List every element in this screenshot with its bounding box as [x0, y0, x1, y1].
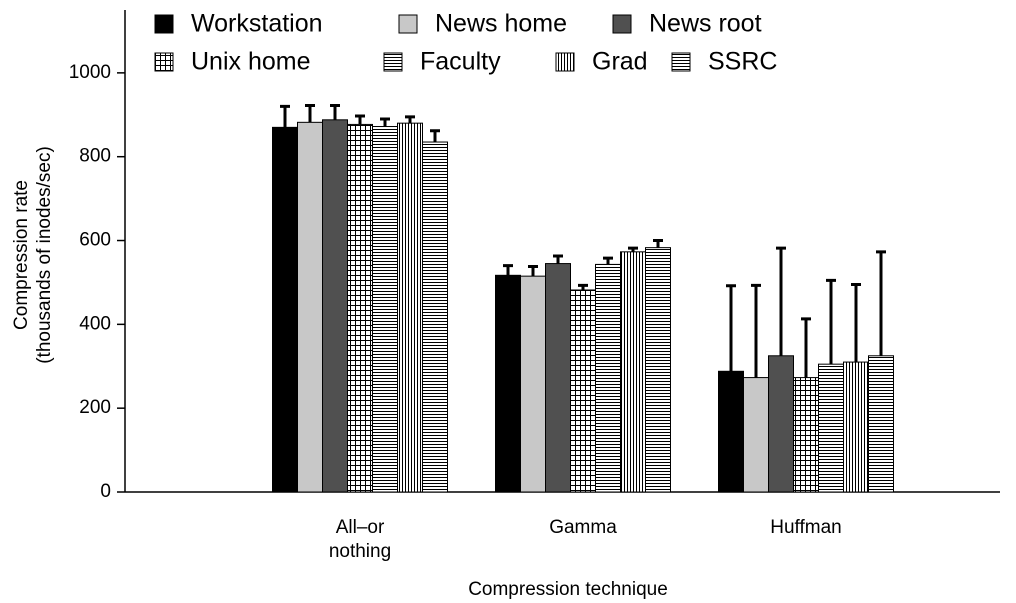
error-bar	[380, 117, 390, 127]
legend-label: News home	[435, 10, 567, 38]
bar	[818, 363, 844, 493]
y-tick-label: 200	[79, 397, 111, 418]
bar	[843, 361, 869, 493]
bar	[645, 247, 671, 493]
bar	[620, 251, 646, 493]
error-bar	[603, 256, 613, 265]
bar	[422, 141, 448, 493]
error-bar	[330, 104, 340, 120]
bar	[520, 275, 546, 493]
legend-label: Unix home	[191, 48, 311, 76]
error-bar	[776, 246, 786, 356]
error-bar	[405, 115, 415, 124]
bar	[347, 123, 373, 493]
legend-swatch	[154, 14, 174, 34]
bar	[570, 289, 596, 493]
error-bar	[553, 254, 563, 264]
bar	[595, 263, 621, 493]
x-axis-title: Compression technique	[468, 579, 668, 600]
bar	[297, 121, 323, 493]
y-tick-label: 400	[79, 313, 111, 334]
bar	[372, 126, 398, 493]
error-bar	[726, 284, 736, 372]
error-bar	[628, 246, 638, 252]
x-tick-label: All–or nothing	[328, 517, 392, 562]
bar	[793, 377, 819, 493]
legend-label: SSRC	[708, 48, 777, 76]
bar	[868, 355, 894, 493]
error-bar	[801, 317, 811, 378]
error-bar	[305, 104, 315, 123]
error-bar	[751, 283, 761, 378]
bar	[397, 122, 423, 493]
y-tick-label: 600	[79, 230, 111, 251]
bar	[743, 377, 769, 493]
legend-swatch	[612, 14, 632, 34]
x-tick-label: Gamma	[549, 517, 617, 538]
legend-label: Workstation	[191, 10, 323, 38]
x-tick-label: Huffman	[770, 517, 842, 538]
error-bar	[578, 283, 588, 290]
legend-swatch	[154, 52, 174, 72]
y-axis-title: Compression rate	[11, 180, 32, 330]
bar	[272, 126, 298, 493]
bar	[322, 119, 348, 493]
legend-swatch	[555, 52, 575, 72]
error-bar	[280, 104, 290, 128]
error-bar	[503, 264, 513, 276]
error-bar	[876, 250, 886, 356]
error-bar	[355, 114, 365, 125]
y-tick-label: 800	[79, 146, 111, 167]
error-bar	[528, 265, 538, 277]
legend-swatch	[671, 52, 691, 72]
y-axis-title: (thousands of inodes/sec)	[34, 146, 55, 364]
error-bar	[826, 278, 836, 365]
y-tick-label: 0	[100, 481, 111, 502]
y-tick-label: 1000	[69, 62, 111, 83]
error-bar	[851, 283, 861, 363]
legend-label: Faculty	[420, 48, 501, 76]
legend-swatch	[398, 14, 418, 34]
legend-label: Grad	[592, 48, 648, 76]
legend-swatch	[383, 52, 403, 72]
legend-label: News root	[649, 10, 762, 38]
bar	[495, 274, 521, 493]
bar	[768, 355, 794, 493]
bar	[718, 370, 744, 493]
bar	[545, 263, 571, 493]
error-bar	[653, 239, 663, 248]
error-bar	[430, 129, 440, 143]
